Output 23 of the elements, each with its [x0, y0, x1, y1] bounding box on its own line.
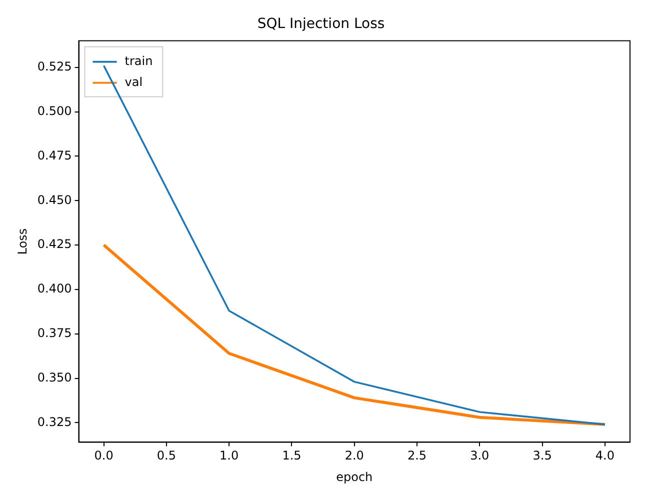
y-tick-label: 0.325 — [37, 414, 72, 429]
x-tick-label: 0.0 — [94, 448, 114, 463]
y-tick-label: 0.475 — [37, 148, 72, 162]
y-tick-label: 0.425 — [37, 237, 72, 252]
chart-title: SQL Injection Loss — [257, 16, 385, 32]
x-tick-label: 3.0 — [470, 448, 490, 463]
x-tick-label: 3.5 — [532, 448, 552, 463]
x-tick-label: 2.0 — [344, 448, 364, 463]
y-tick-label: 0.500 — [37, 104, 72, 118]
x-tick-label: 4.0 — [595, 448, 614, 463]
legend-label: train — [124, 54, 153, 68]
x-axis-title: epoch — [336, 470, 373, 484]
x-tick-label: 0.5 — [156, 448, 176, 463]
y-tick-label: 0.375 — [37, 326, 72, 340]
x-tick-label: 1.0 — [220, 448, 239, 463]
y-tick-label: 0.350 — [37, 370, 72, 384]
legend-label: val — [124, 74, 143, 89]
y-tick-label: 0.450 — [37, 192, 72, 207]
y-tick-label: 0.400 — [37, 282, 72, 296]
x-tick-label: 2.5 — [407, 448, 427, 463]
y-axis-title: Loss — [15, 228, 30, 255]
y-tick-label: 0.525 — [37, 60, 72, 74]
x-tick-label: 1.5 — [282, 448, 302, 463]
